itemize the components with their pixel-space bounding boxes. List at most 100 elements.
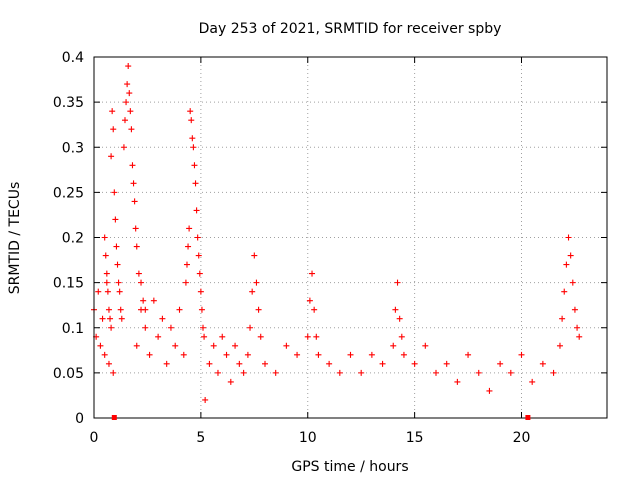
data-point [232,342,239,349]
data-point [142,324,149,331]
data-point [398,333,405,340]
data-point [196,270,203,277]
data-point [101,351,108,358]
data-point [294,351,301,358]
data-point [311,306,318,313]
data-point [110,126,117,133]
x-tick-label: 15 [406,430,424,446]
y-tick-label: 0.4 [62,50,84,66]
data-point [200,324,207,331]
data-point [392,306,399,313]
data-point [194,234,201,241]
data-point [206,360,213,367]
y-tick-label: 0.1 [62,321,84,337]
data-point [126,90,133,97]
data-point [253,279,260,286]
data-point [102,252,109,259]
data-point [180,351,187,358]
data-point [125,63,132,70]
data-point [539,360,546,367]
data-point [223,351,230,358]
data-point [120,144,127,151]
y-tick-label: 0.2 [62,231,84,247]
data-point [400,351,407,358]
data-point [155,333,162,340]
data-gap-marker [111,415,117,420]
data-point [244,351,251,358]
data-point [195,252,202,259]
data-point [529,378,536,385]
data-point [103,279,110,286]
data-point [113,243,120,250]
data-point [306,297,313,304]
data-point [117,306,124,313]
data-point [109,108,116,115]
y-tick-label: 0.25 [53,185,84,201]
data-point [201,333,208,340]
data-point [358,369,365,376]
data-point [262,360,268,367]
data-point [336,369,343,376]
data-point [497,360,504,367]
data-point [240,369,247,376]
data-point [188,117,195,124]
y-tick-label: 0.35 [53,95,84,111]
data-point [576,333,583,340]
data-point [379,360,386,367]
data-point [193,207,200,214]
grid-layer [94,57,607,418]
data-point [186,225,193,232]
data-point [210,342,217,349]
data-point [247,324,254,331]
data-point [123,99,130,106]
data-point [111,189,118,196]
data-point [219,333,226,340]
data-point [187,108,194,115]
data-point [567,252,574,259]
y-axis-label: SRMTID / TECUs [7,182,23,295]
data-point [124,81,131,88]
data-point [118,315,125,322]
data-point [189,135,196,142]
data-point [394,279,401,286]
data-point [198,306,205,313]
data-point [465,351,472,358]
data-point [172,342,179,349]
data-point [97,342,104,349]
data-point [150,297,157,304]
data-point [550,369,557,376]
data-point [182,279,189,286]
chart-title: Day 253 of 2021, SRMTID for receiver spb… [199,21,502,37]
data-point [138,279,145,286]
data-point [283,342,290,349]
data-point [571,306,578,313]
data-point [507,369,514,376]
ticks-layer: 0 5 10 15 20 0 0.05 0.1 0.15 0.2 0.25 0.3 0.35 0.4 [53,50,607,446]
data-point [159,315,166,322]
data-point [133,342,140,349]
data-point [108,324,115,331]
data-point [304,333,311,340]
data-point [249,288,256,295]
y-tick-label: 0.15 [53,276,84,292]
data-gap-marker [525,415,531,420]
data-point [183,261,190,268]
data-point [454,378,461,385]
data-point [132,225,139,232]
x-tick-label: 0 [90,430,99,446]
data-point [486,387,493,394]
gap-markers [111,415,531,420]
data-point [115,279,122,286]
data-point [191,162,198,169]
data-point [128,126,135,133]
points-layer [91,63,583,403]
data-point [127,108,134,115]
data-point [236,360,243,367]
data-point [257,333,264,340]
data-point [309,270,316,277]
data-point [146,351,153,358]
y-tick-label: 0 [75,411,84,427]
data-point [347,351,354,358]
data-point [272,369,279,376]
